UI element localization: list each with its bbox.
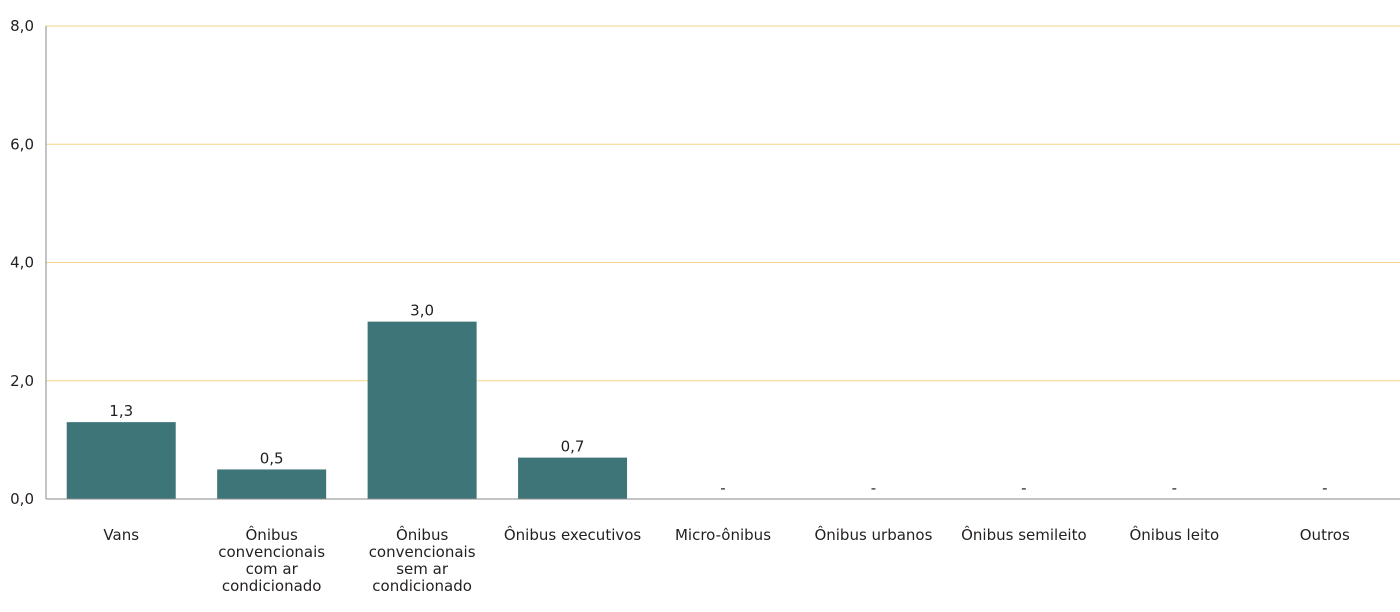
- category-label-line: com ar: [246, 560, 299, 578]
- y-tick-label: 4,0: [10, 254, 34, 272]
- data-label: 0,7: [561, 438, 585, 456]
- category-label-line: Ônibus: [246, 525, 299, 544]
- data-label: 1,3: [109, 402, 133, 420]
- y-tick-label: 6,0: [10, 135, 34, 153]
- data-labels: 1,3 0,5 3,0 0,7 - - - - -: [109, 302, 1327, 497]
- bar: [217, 469, 327, 499]
- bar: [518, 457, 628, 499]
- category-label: Ônibus urbanos: [814, 525, 932, 544]
- bar: [66, 422, 176, 499]
- category-label: Outros: [1300, 526, 1350, 544]
- gridlines: [46, 25, 1400, 382]
- category-label-line: Ônibus: [396, 525, 449, 544]
- category-label-line: sem ar: [396, 560, 449, 578]
- category-label-line: Vans: [103, 526, 139, 544]
- category-label: Ônibus executivos: [504, 525, 642, 544]
- bar: [367, 321, 477, 499]
- category-label: Ônibus leito: [1129, 525, 1219, 544]
- data-label: 0,5: [260, 449, 284, 467]
- category-label-line: Ônibus leito: [1129, 525, 1219, 544]
- axes: [45, 26, 1400, 500]
- data-label: -: [1021, 479, 1026, 497]
- data-label: -: [720, 479, 725, 497]
- category-label-line: Ônibus urbanos: [814, 525, 932, 544]
- category-label: Vans: [103, 526, 139, 544]
- category-labels: Vans Ônibus convencionais com ar condicionad…: [103, 525, 1350, 595]
- data-label: -: [871, 479, 876, 497]
- category-label-line: convencionais: [369, 543, 476, 561]
- category-label: Ônibus semileito: [961, 525, 1087, 544]
- category-label-line: condicionado: [372, 577, 472, 595]
- category-label-line: Outros: [1300, 526, 1350, 544]
- category-label-line: condicionado: [222, 577, 322, 595]
- category-label-line: convencionais: [218, 543, 325, 561]
- data-label: -: [1172, 479, 1177, 497]
- category-label: Ônibus convencionais com ar condicionado: [218, 525, 325, 595]
- category-label: Ônibus convencionais sem ar condicionado: [369, 525, 476, 595]
- category-label-line: Ônibus executivos: [504, 525, 642, 544]
- y-tick-label: 2,0: [10, 372, 34, 390]
- data-label: -: [1322, 479, 1327, 497]
- y-tick-label: 8,0: [10, 17, 34, 35]
- bars: [66, 321, 628, 499]
- y-tick-labels: 0,0 2,0 4,0 6,0 8,0: [10, 17, 34, 508]
- category-label-line: Micro-ônibus: [675, 526, 771, 544]
- category-label-line: Ônibus semileito: [961, 525, 1087, 544]
- data-label: 3,0: [410, 302, 434, 320]
- category-label: Micro-ônibus: [675, 526, 771, 544]
- y-tick-label: 0,0: [10, 490, 34, 508]
